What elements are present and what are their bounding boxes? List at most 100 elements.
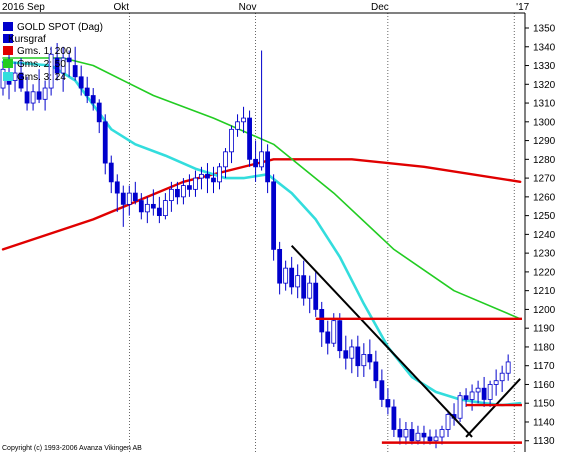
y-tick-label-1260: 1260	[533, 192, 556, 203]
candle-body-15	[90, 95, 96, 104]
candle-body-80	[481, 387, 487, 400]
candle-body-53	[319, 309, 325, 333]
candle-body-4	[24, 91, 30, 104]
legend-kursgraf: Kursgraf	[8, 34, 46, 45]
y-tick-label-1330: 1330	[533, 61, 556, 72]
candle-body-54	[325, 331, 331, 344]
candle-body-7	[42, 87, 48, 100]
candle-body-64	[385, 399, 391, 408]
candle-body-6	[36, 91, 42, 100]
legend: GOLD SPOT (Dag) Kursgraf Gms. 1: 200 Gms…	[3, 22, 103, 83]
candle-body-77	[463, 395, 469, 400]
candle-body-71	[427, 436, 433, 442]
candle-body-32	[193, 177, 198, 190]
candle-body-49	[295, 275, 301, 288]
y-tick-label-1340: 1340	[533, 42, 556, 53]
grid-layer	[128, 13, 515, 452]
candle-body-79	[475, 387, 481, 393]
y-tick-label-1290: 1290	[533, 136, 556, 147]
candle-body-21	[126, 192, 132, 205]
candle-body-51	[307, 282, 313, 299]
y-tick-label-1270: 1270	[533, 174, 556, 185]
legend-swatch-ma24	[3, 72, 13, 81]
y-tick-label-1180: 1180	[533, 342, 555, 353]
candle-body-66	[397, 429, 403, 438]
y-tick-label-1220: 1220	[533, 267, 556, 278]
candle-body-27	[162, 200, 168, 217]
candle-body-61	[367, 354, 373, 363]
candle-body-28	[168, 188, 174, 202]
candle-body-38	[229, 128, 234, 153]
month-label-4: '17	[516, 2, 529, 13]
y-tick-label-1350: 1350	[533, 24, 556, 35]
candle-body-37	[223, 151, 228, 168]
legend-swatch-ma50	[3, 59, 13, 68]
candle-body-25	[150, 203, 156, 209]
candle-body-13	[78, 76, 84, 89]
candle-body-78	[469, 391, 475, 400]
candle-body-23	[138, 200, 144, 213]
legend-ma24: Gms. 3: 24	[17, 72, 66, 83]
candle-body-10	[60, 57, 66, 74]
legend-ma50: Gms. 2: 50	[17, 59, 66, 70]
y-tick-label-1210: 1210	[533, 286, 556, 297]
candle-body-47	[283, 267, 289, 284]
legend-swatch-ma200	[3, 46, 13, 55]
candle-body-14	[84, 87, 90, 96]
candle-body-83	[499, 372, 505, 382]
y-tick-label-1200: 1200	[533, 305, 556, 316]
candle-body-55	[331, 320, 337, 344]
candle-body-34	[205, 173, 210, 179]
candle-body-22	[132, 192, 138, 202]
candle-body-57	[343, 350, 349, 359]
candle-body-59	[355, 346, 361, 367]
candle-body-52	[313, 282, 319, 310]
candle-body-62	[373, 361, 379, 382]
y-tick-label-1320: 1320	[533, 80, 556, 91]
month-label-0: 2016 Sep	[2, 2, 45, 13]
candle-body-74	[445, 414, 451, 430]
candle-body-44	[265, 151, 271, 183]
candle-body-35	[211, 177, 216, 183]
ma24-layer	[1, 60, 522, 407]
candle-body-82	[493, 380, 499, 385]
candle-body-20	[120, 192, 126, 205]
candle-body-26	[156, 207, 162, 217]
candle-body-70	[421, 432, 427, 438]
trendline-0	[290, 244, 473, 438]
annotation-lines-layer	[290, 244, 522, 444]
candle-body-72	[433, 436, 439, 442]
candle-body-11	[66, 57, 72, 63]
candle-body-60	[361, 354, 367, 367]
y-tick-label-1250: 1250	[533, 211, 556, 222]
candle-body-17	[102, 121, 108, 164]
candle-body-3	[18, 72, 24, 89]
candle-body-65	[391, 406, 397, 430]
axis-layer: 2016 Sep Okt Nov Dec '17 1130 1140 1150 1160 1170…	[0, 2, 556, 452]
candle-body-67	[403, 429, 409, 438]
candle-body-31	[187, 185, 192, 190]
legend-swatch-kursgraf	[3, 34, 13, 43]
candle-body-16	[96, 102, 102, 123]
ma24-line	[1, 60, 522, 407]
candle-body-29	[175, 188, 180, 198]
candle-body-8	[48, 53, 54, 89]
candle-body-63	[379, 380, 385, 400]
candle-body-12	[72, 65, 78, 78]
y-tick-label-1170: 1170	[533, 361, 555, 372]
month-label-2: Nov	[239, 2, 257, 13]
candle-body-69	[415, 432, 421, 442]
y-tick-label-1140: 1140	[533, 417, 555, 428]
candle-body-19	[114, 181, 120, 194]
candle-body-36	[217, 166, 222, 183]
candle-body-58	[349, 346, 355, 359]
y-tick-label-1230: 1230	[533, 249, 556, 260]
candle-body-42	[253, 158, 258, 168]
candle-body-68	[409, 429, 415, 442]
ma200-layer	[1, 158, 522, 251]
y-tick-label-1280: 1280	[533, 155, 556, 166]
candle-body-45	[271, 181, 277, 250]
month-label-3: Dec	[371, 2, 389, 13]
